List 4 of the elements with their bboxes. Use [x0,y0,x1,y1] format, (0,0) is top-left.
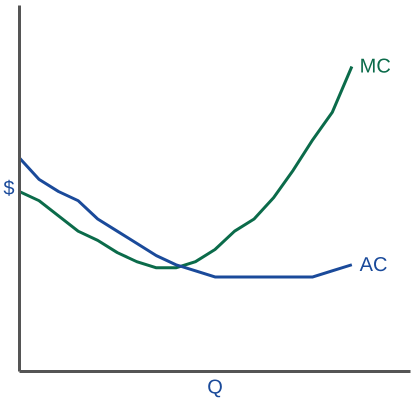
series-label: AC [360,254,388,276]
series-label: MC [360,56,391,78]
x-axis-title: Q [207,376,223,398]
y-axis-title: $ [3,178,14,200]
